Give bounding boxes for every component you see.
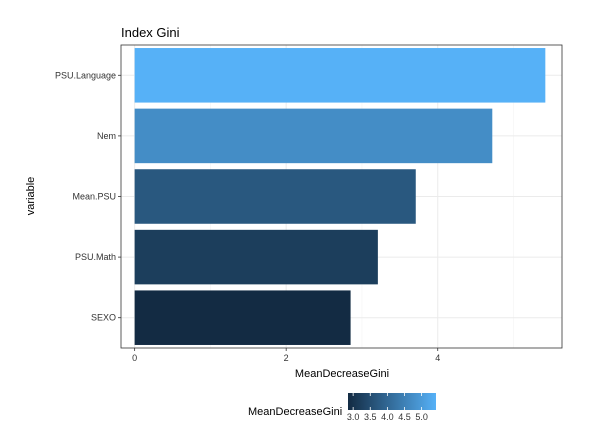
y-tick-label: Nem bbox=[97, 131, 116, 141]
y-axis-ticks: PSU.Language Nem Mean.PSU PSU.Math SEXO bbox=[55, 70, 121, 323]
bar-mean-psu bbox=[134, 169, 416, 224]
y-tick-label: PSU.Language bbox=[55, 70, 116, 80]
bar-nem bbox=[134, 108, 493, 164]
bars bbox=[134, 48, 546, 345]
y-tick-label: PSU.Math bbox=[75, 252, 116, 262]
legend-colorbar bbox=[348, 393, 436, 410]
legend-tick-label: 4.5 bbox=[398, 412, 411, 422]
legend-tick-label: 4.0 bbox=[381, 412, 394, 422]
x-axis-title: MeanDecreaseGini bbox=[295, 368, 389, 380]
bar-sexo bbox=[134, 290, 351, 345]
legend-title: MeanDecreaseGini bbox=[248, 406, 342, 418]
x-tick-label: 4 bbox=[435, 353, 440, 363]
chart-title: Index Gini bbox=[121, 25, 180, 40]
y-tick-label: SEXO bbox=[91, 313, 116, 323]
legend-tick-label: 5.0 bbox=[415, 412, 428, 422]
bar-psu-math bbox=[134, 229, 378, 285]
bar-psu-language bbox=[134, 48, 546, 103]
legend-tick-label: 3.5 bbox=[364, 412, 377, 422]
legend: MeanDecreaseGini 3.0 3.5 4.0 4.5 5.0 bbox=[248, 393, 436, 422]
y-axis-title: variable bbox=[25, 177, 37, 216]
legend-tick-label: 3.0 bbox=[347, 412, 360, 422]
x-axis-ticks: 0 2 4 bbox=[132, 348, 440, 363]
y-tick-label: Mean.PSU bbox=[72, 192, 116, 202]
legend-ticks: 3.0 3.5 4.0 4.5 5.0 bbox=[347, 393, 428, 422]
x-tick-label: 2 bbox=[284, 353, 289, 363]
x-tick-label: 0 bbox=[132, 353, 137, 363]
